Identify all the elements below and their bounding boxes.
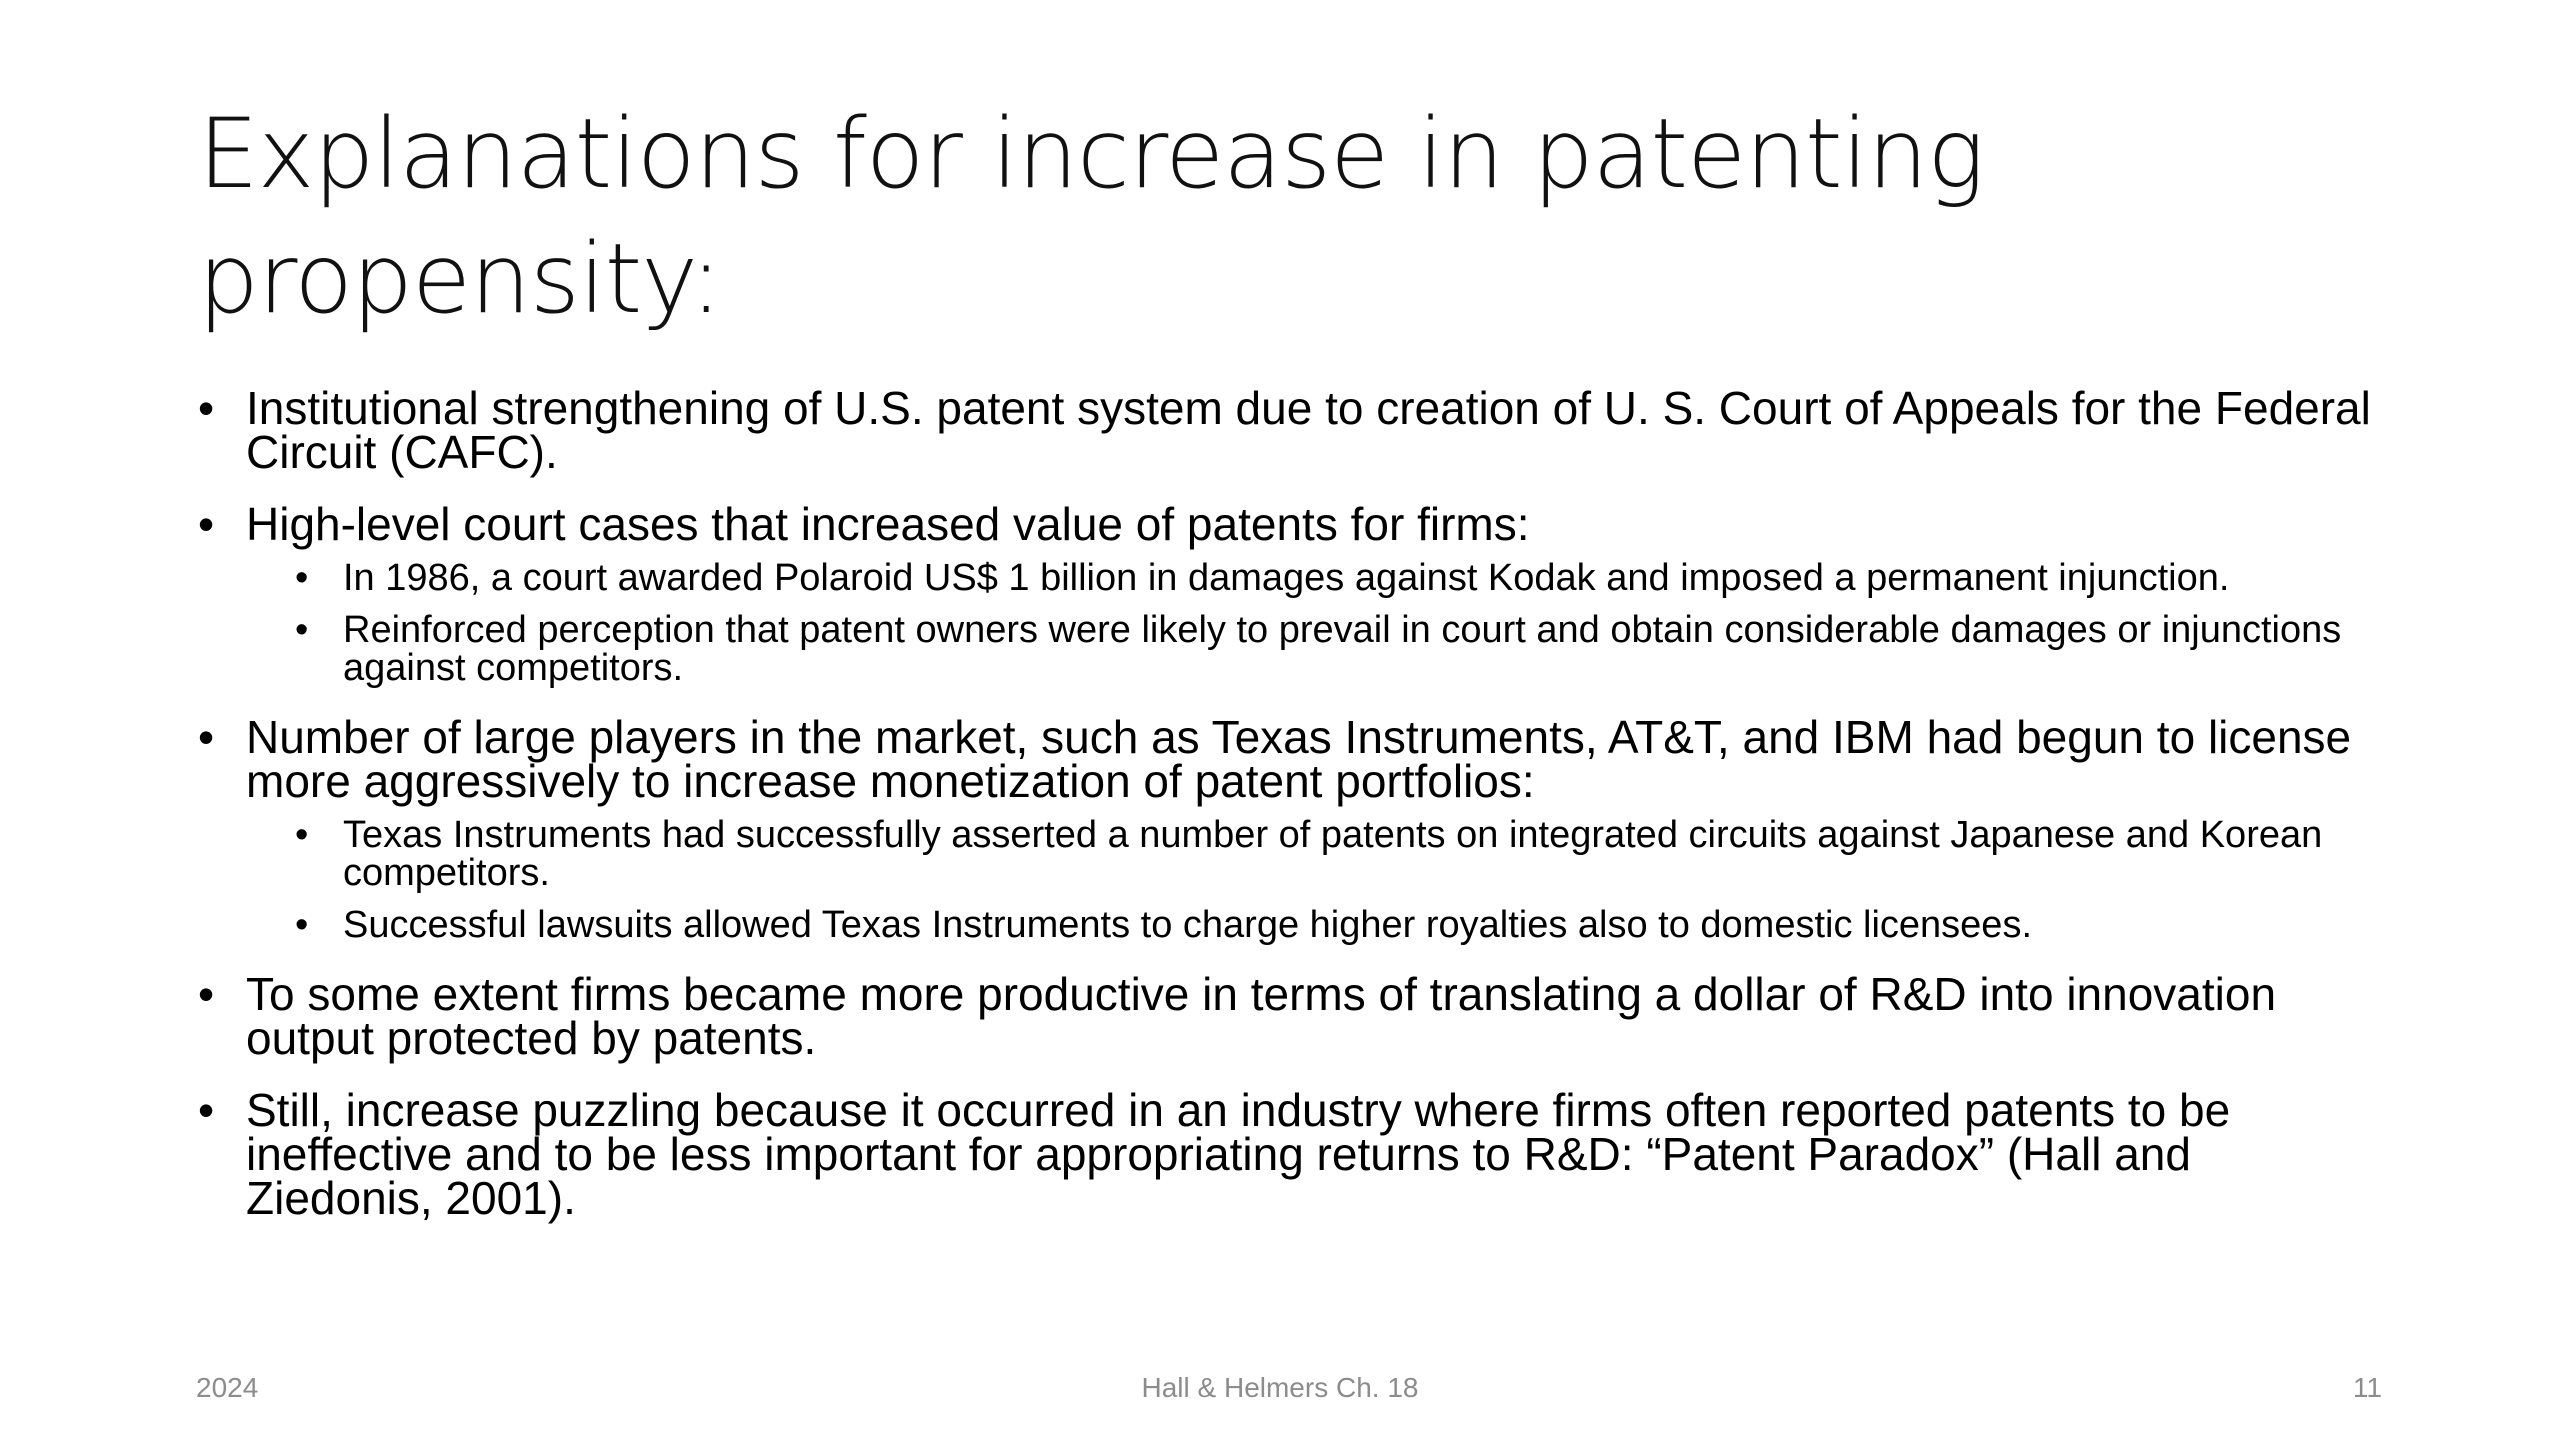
bullet-marker: • (198, 711, 215, 763)
bullet-marker: • (198, 968, 215, 1020)
bullet-text: Institutional strengthening of U.S. pate… (246, 382, 2371, 478)
sub-bullet-marker: • (295, 814, 309, 856)
sub-bullet-item: • Texas Instruments had successfully ass… (295, 816, 2388, 892)
bullet-marker: • (198, 1084, 215, 1136)
sub-bullet-marker: • (295, 609, 309, 651)
bullet-item: • Still, increase puzzling because it oc… (198, 1084, 2388, 1224)
bullet-text: High-level court cases that increased va… (246, 498, 1530, 550)
sub-bullet-item: • In 1986, a court awarded Polaroid US$ … (295, 559, 2388, 597)
sub-bullet-text: Texas Instruments had successfully asser… (343, 814, 2323, 894)
sub-bullet-text: Successful lawsuits allowed Texas Instru… (343, 904, 2032, 946)
bullet-item: • To some extent firms became more produ… (198, 968, 2388, 1064)
sub-bullet-text: In 1986, a court awarded Polaroid US$ 1 … (343, 557, 2230, 599)
sub-bullet-item: • Reinforced perception that patent owne… (295, 611, 2388, 687)
bullet-item: • Institutional strengthening of U.S. pa… (198, 382, 2388, 478)
sub-bullet-item: • Successful lawsuits allowed Texas Inst… (295, 906, 2388, 944)
bullet-marker: • (198, 498, 215, 550)
slide-number: 11 (2352, 1372, 2382, 1403)
sub-bullet-marker: • (295, 904, 309, 946)
bullet-item: • Number of large players in the market,… (198, 711, 2388, 944)
bullet-text: Number of large players in the market, s… (246, 711, 2352, 807)
bullet-marker: • (198, 382, 215, 434)
sub-bullet-text: Reinforced perception that patent owners… (343, 609, 2342, 689)
bullet-text: Still, increase puzzling because it occu… (246, 1084, 2231, 1224)
footer-source: Hall & Helmers Ch. 18 (1141, 1372, 1419, 1403)
bullet-item: • High-level court cases that increased … (198, 498, 2388, 687)
sub-bullet-marker: • (295, 557, 309, 599)
sub-bullet-list: • In 1986, a court awarded Polaroid US$ … (295, 559, 2388, 687)
footer-date: 2024 (196, 1372, 259, 1403)
slide-body: • Institutional strengthening of U.S. pa… (198, 382, 2388, 1248)
bullet-list: • Institutional strengthening of U.S. pa… (198, 382, 2388, 1224)
slide-title: Explanations for increase in patenting p… (198, 98, 1985, 335)
bullet-text: To some extent firms became more product… (246, 968, 2277, 1064)
sub-bullet-list: • Texas Instruments had successfully ass… (295, 816, 2388, 944)
